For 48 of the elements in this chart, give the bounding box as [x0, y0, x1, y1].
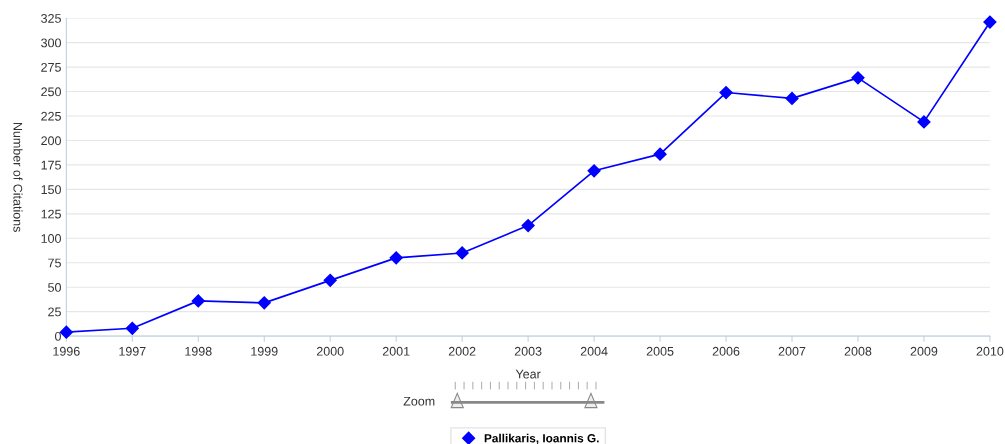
x-tick-label: 2009 — [910, 346, 938, 356]
y-tick-label: 0 — [55, 331, 61, 341]
x-tick-label: 2002 — [448, 346, 476, 356]
point — [983, 15, 997, 29]
x-tick-label: 2003 — [514, 346, 542, 356]
y-tick-label: 225 — [41, 111, 61, 121]
y-tick-label: 300 — [41, 38, 61, 48]
y-tick-label: 150 — [41, 185, 61, 195]
point — [323, 273, 337, 287]
point — [59, 325, 73, 339]
point — [521, 218, 535, 233]
point — [785, 91, 799, 106]
x-tick-label: 1998 — [185, 346, 212, 356]
y-tick-label: 250 — [41, 87, 61, 97]
point — [257, 296, 271, 310]
x-tick-label: 1997 — [119, 346, 146, 356]
x-tick-label: 1999 — [251, 346, 278, 356]
x-tick-label: 2007 — [778, 346, 806, 356]
text: Zoom — [403, 396, 435, 406]
x-tick-label: 2000 — [316, 346, 344, 356]
y-tick-label: 175 — [41, 160, 61, 170]
x-tick-label: 2010 — [976, 346, 1004, 356]
x-tick-label: 2005 — [646, 346, 674, 356]
point — [851, 71, 865, 85]
legend-label: Pallikaris, Ioannis G. — [484, 433, 599, 444]
point — [191, 294, 205, 308]
point — [653, 147, 667, 161]
y-tick-label: 125 — [41, 209, 61, 219]
x-tick-label: 2004 — [580, 346, 608, 356]
x-tick-label: 2001 — [382, 346, 410, 356]
x-tick-label: 1996 — [53, 346, 80, 356]
y-tick-label: 275 — [41, 62, 61, 72]
point — [917, 115, 931, 129]
y-tick-label: 75 — [48, 258, 61, 268]
y-tick-label: 50 — [48, 283, 61, 292]
point — [587, 164, 601, 178]
y-tick-label: 25 — [48, 307, 61, 317]
point — [389, 251, 403, 265]
x-axis-title: Year — [515, 369, 541, 379]
point — [455, 246, 469, 260]
x-tick-label: 2006 — [712, 346, 740, 356]
y-tick-label: 325 — [41, 14, 61, 23]
y-tick-label: 200 — [41, 136, 61, 146]
y-axis-title: Number of Citations — [13, 122, 23, 232]
x-tick-label: 2008 — [844, 346, 872, 356]
point — [125, 321, 139, 335]
point — [719, 85, 733, 100]
y-tick-label: 100 — [41, 234, 61, 243]
